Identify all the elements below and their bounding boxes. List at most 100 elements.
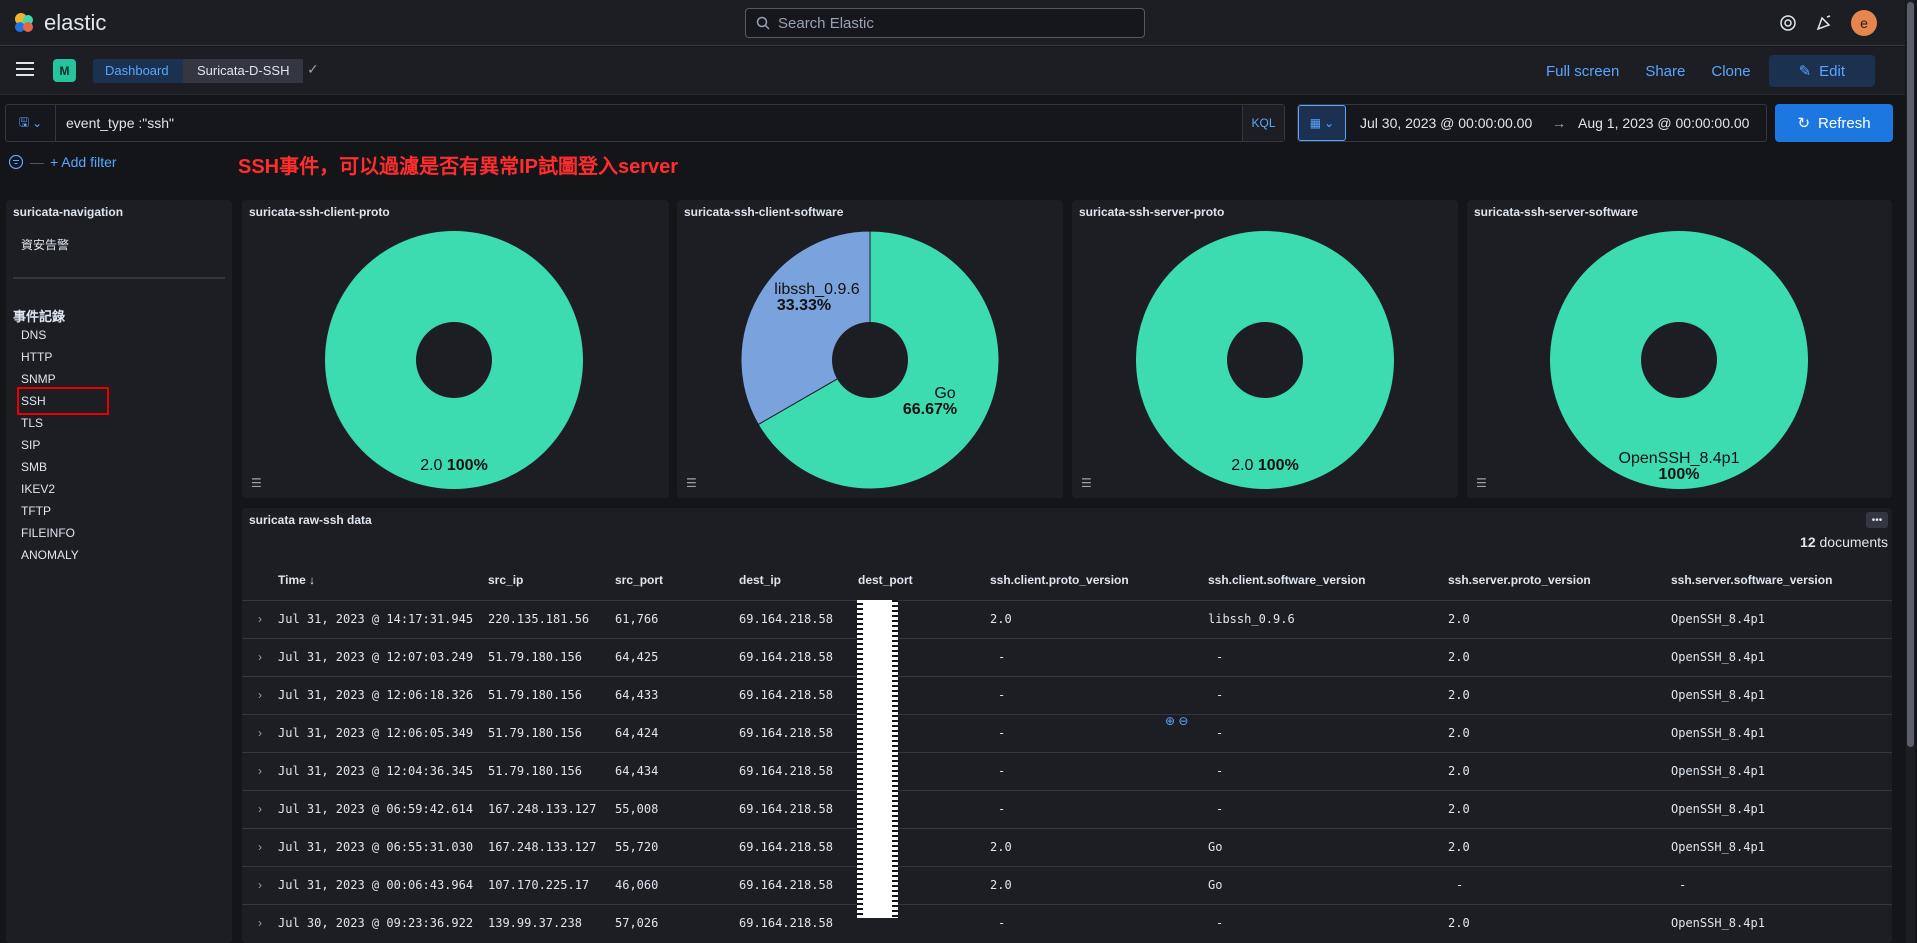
query-language-button[interactable]: KQL [1242, 105, 1284, 141]
column-header-time[interactable]: Time ↓ [278, 572, 316, 587]
column-header-dest-ip[interactable]: dest_ip [739, 572, 782, 587]
src-port-cell: 64,424 [615, 713, 739, 752]
expand-row-icon[interactable]: › [242, 903, 278, 942]
header-actions: e [1779, 10, 1877, 36]
panel-title: suricata raw-ssh data [249, 513, 372, 527]
expand-row-icon[interactable]: › [242, 599, 278, 638]
nav-link-tftp[interactable]: TFTP [21, 504, 51, 518]
breadcrumb-bar: M Dashboard Suricata-D-SSH ✓ Full screen… [0, 47, 1905, 95]
elastic-logo[interactable]: elastic [12, 10, 106, 36]
nav-link-tls[interactable]: TLS [21, 416, 44, 430]
quick-select-button[interactable]: ▦ ⌄ [1298, 105, 1346, 141]
dest-ip-cell: 69.164.218.58 [739, 903, 858, 942]
slice-label: 100% [1659, 466, 1700, 483]
client-proto-cell: - [990, 789, 1208, 828]
src-port-cell: 64,433 [615, 675, 739, 714]
slice-label: OpenSSH_8.4p1 [1619, 450, 1740, 467]
expand-row-icon[interactable]: › [242, 675, 278, 714]
legend-toggle-icon[interactable]: ☰ [1476, 476, 1487, 490]
table-row[interactable]: › Jul 31, 2023 @ 12:06:05.349 51.79.180.15… [242, 713, 1892, 752]
table-row[interactable]: › Jul 31, 2023 @ 14:17:31.945 220.135.181.… [242, 599, 1892, 638]
menu-icon[interactable] [16, 62, 34, 76]
page-scrollbar[interactable] [1906, 0, 1915, 943]
scrollbar-thumb[interactable] [1907, 2, 1914, 747]
save-icon: 🖫 [18, 114, 30, 129]
clone-button[interactable]: Clone [1711, 62, 1751, 80]
server-proto-cell: 2.0 [1448, 713, 1671, 752]
table-row[interactable]: › Jul 31, 2023 @ 12:04:36.345 51.79.180.15… [242, 751, 1892, 790]
dashboard-actions: Full screen Share Clone ✎ Edit [1538, 55, 1875, 87]
legend-toggle-icon[interactable]: ☰ [686, 476, 697, 490]
user-avatar[interactable]: e [1851, 10, 1877, 36]
filter-divider: — [30, 154, 44, 170]
dest-ip-cell: 69.164.218.58 [739, 751, 858, 790]
expand-row-icon[interactable]: › [242, 789, 278, 828]
start-date[interactable]: Jul 30, 2023 @ 00:00:00.00 [1360, 115, 1533, 131]
column-header-src-port[interactable]: src_port [615, 572, 664, 587]
panel-options-button[interactable]: ••• [1866, 512, 1888, 528]
search-input[interactable] [778, 14, 1118, 32]
legend-toggle-icon[interactable]: ☰ [251, 476, 262, 490]
expand-row-icon[interactable]: › [242, 637, 278, 676]
edit-label: Edit [1819, 62, 1845, 80]
client-software-cell: Go [1208, 865, 1448, 904]
saved-query-button[interactable]: 🖫 ⌄ [6, 105, 56, 141]
share-button[interactable]: Share [1645, 62, 1686, 80]
nav-link-sip[interactable]: SIP [21, 438, 41, 452]
client-proto-cell: - [990, 751, 1208, 790]
expand-row-icon[interactable]: › [242, 713, 278, 752]
column-header-client-proto[interactable]: ssh.client.proto_version [990, 572, 1129, 587]
space-avatar[interactable]: M [53, 59, 76, 82]
expand-row-icon[interactable]: › [242, 827, 278, 866]
server-proto-cell: 2.0 [1448, 599, 1671, 638]
nav-link-snmp[interactable]: SNMP [21, 372, 56, 386]
client-software-cell: - [1208, 903, 1448, 942]
cell-filter-actions[interactable]: ⊕ ⊖ [1165, 714, 1189, 728]
table-row[interactable]: › Jul 31, 2023 @ 00:06:43.964 107.170.225.… [242, 865, 1892, 904]
breadcrumb-dashboard[interactable]: Dashboard [93, 59, 187, 83]
help-icon[interactable] [1779, 14, 1797, 32]
column-header-src-ip[interactable]: src_ip [488, 572, 524, 587]
dest-ip-cell: 69.164.218.58 [739, 865, 858, 904]
news-feed-icon[interactable] [1815, 14, 1833, 32]
column-header-server-proto[interactable]: ssh.server.proto_version [1448, 572, 1591, 587]
table-row[interactable]: › Jul 31, 2023 @ 06:55:31.030 167.248.133.… [242, 827, 1892, 866]
edit-button[interactable]: ✎ Edit [1768, 55, 1875, 87]
table-row[interactable]: › Jul 30, 2023 @ 09:23:36.922 139.99.37.23… [242, 903, 1892, 942]
table-row[interactable]: › Jul 31, 2023 @ 12:06:18.326 51.79.180.15… [242, 675, 1892, 714]
date-picker[interactable]: ▦ ⌄ Jul 30, 2023 @ 00:00:00.00 → Aug 1, 2… [1297, 104, 1767, 142]
nav-link-ssh[interactable]: SSH [21, 394, 46, 408]
add-filter-button[interactable]: + Add filter [50, 154, 117, 170]
nav-link-dns[interactable]: DNS [21, 328, 47, 342]
query-bar[interactable]: 🖫 ⌄ event_type :"ssh" KQL [5, 104, 1285, 142]
full-screen-button[interactable]: Full screen [1545, 62, 1620, 80]
pie-chart: 2.0 100% [1136, 231, 1394, 489]
end-date[interactable]: Aug 1, 2023 @ 00:00:00.00 [1578, 115, 1750, 131]
src-ip-cell: 51.79.180.156 [488, 713, 615, 752]
legend-toggle-icon[interactable]: ☰ [1081, 476, 1092, 490]
nav-link-smb[interactable]: SMB [21, 460, 48, 474]
client-proto-cell: - [990, 903, 1208, 942]
refresh-button[interactable]: ↻ Refresh [1775, 104, 1893, 142]
time-cell: Jul 31, 2023 @ 12:07:03.249 [278, 637, 488, 676]
column-header-client-software[interactable]: ssh.client.software_version [1208, 572, 1366, 587]
nav-link-http[interactable]: HTTP [21, 350, 53, 364]
global-search[interactable] [745, 8, 1145, 38]
data-table: Time ↓ src_ip src_port dest_ip dest_port… [242, 560, 1892, 942]
expand-row-icon[interactable]: › [242, 751, 278, 790]
nav-link-alerts[interactable]: 資安告警 [21, 238, 70, 252]
time-cell: Jul 31, 2023 @ 00:06:43.964 [278, 865, 488, 904]
table-row[interactable]: › Jul 31, 2023 @ 06:59:42.614 167.248.133.… [242, 789, 1892, 828]
client-proto-cell: - [990, 637, 1208, 676]
nav-link-ikev2[interactable]: IKEV2 [21, 482, 56, 496]
table-row[interactable]: › Jul 31, 2023 @ 12:07:03.249 51.79.180.15… [242, 637, 1892, 676]
filter-options-icon[interactable] [8, 154, 24, 170]
column-header-server-software[interactable]: ssh.server.software_version [1671, 572, 1833, 587]
panel-title: suricata-navigation [13, 205, 124, 219]
table-panel: suricata raw-ssh data ••• 12 documents T… [242, 508, 1892, 943]
nav-link-fileinfo[interactable]: FILEINFO [21, 526, 76, 540]
nav-link-anomaly[interactable]: ANOMALY [21, 548, 79, 562]
column-header-dest-port[interactable]: dest_port [858, 572, 913, 587]
query-input[interactable]: event_type :"ssh" [66, 115, 175, 131]
expand-row-icon[interactable]: › [242, 865, 278, 904]
